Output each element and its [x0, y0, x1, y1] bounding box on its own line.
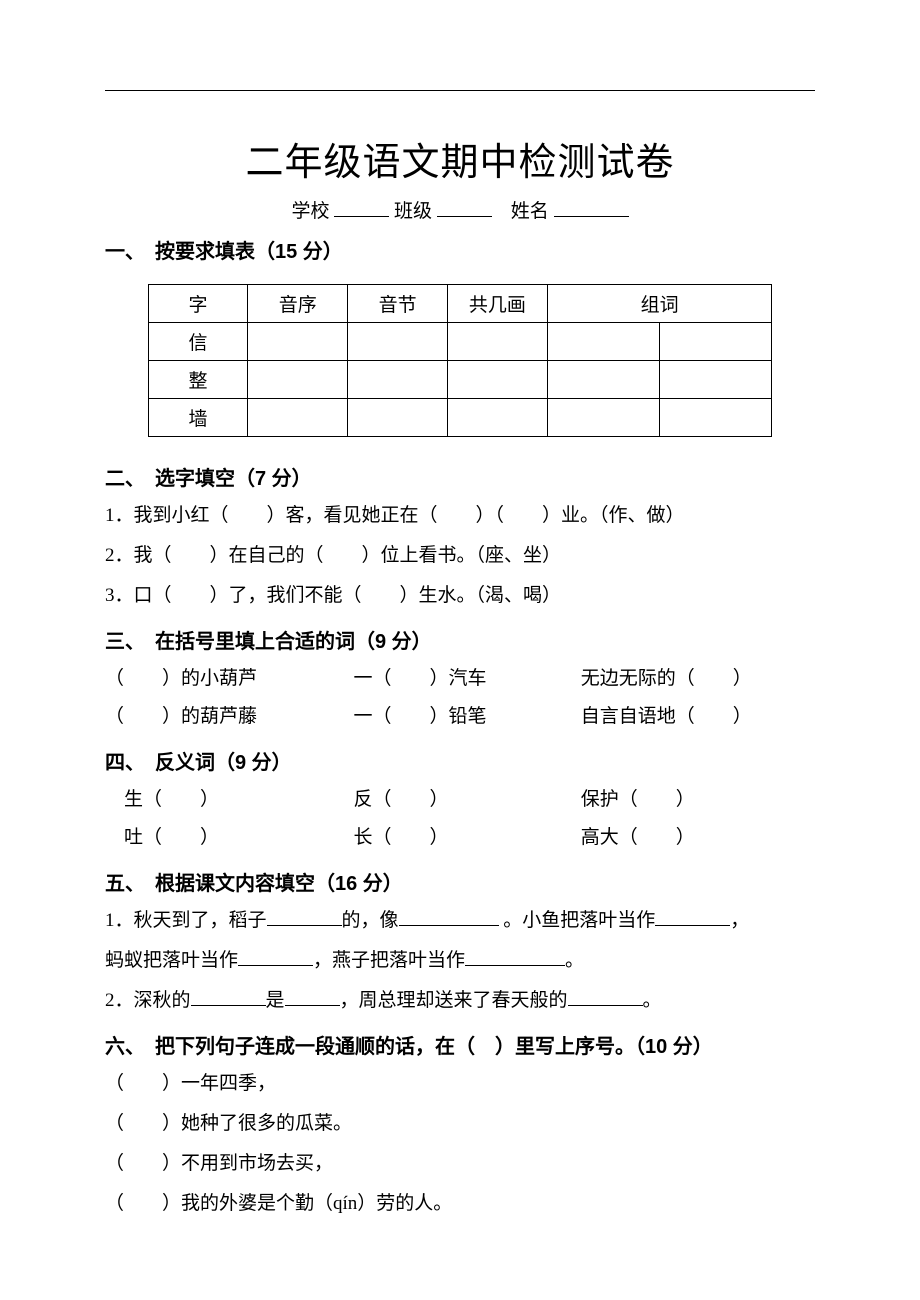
table-body: 信 整 墙: [148, 323, 772, 437]
blank-school[interactable]: [334, 198, 389, 217]
s4-cell: 生（ ）: [105, 781, 354, 819]
label-name: 姓名: [511, 201, 549, 222]
s3-cell: （ ）的小葫芦: [105, 660, 354, 698]
s4-cell: 保护（ ）: [581, 781, 815, 819]
cell-char: 信: [148, 323, 248, 361]
cell-blank[interactable]: [660, 323, 772, 361]
s3-cell: 一（ ）铅笔: [354, 698, 581, 736]
table-header-row: 字 音序 音节 共几画 组词: [148, 285, 772, 323]
section-6-heading: 六、把下列句子连成一段通顺的话，在（ ）里写上序号。（10 分）: [105, 1030, 815, 1059]
page-title: 二年级语文期中检测试卷: [105, 131, 815, 186]
cell-blank[interactable]: [348, 361, 448, 399]
s2-item-3: 3．口（ ）了，我们不能（ ）生水。（渴、喝）: [105, 577, 815, 615]
s4-cell: 吐（ ）: [105, 819, 354, 857]
cell-char: 墙: [148, 399, 248, 437]
table-row: 墙: [148, 399, 772, 437]
cell-blank[interactable]: [547, 361, 659, 399]
cell-blank[interactable]: [660, 361, 772, 399]
th-strokes: 共几画: [447, 285, 547, 323]
section-2-heading: 二、选字填空（7 分）: [105, 462, 815, 491]
cell-blank[interactable]: [547, 323, 659, 361]
fill-blank[interactable]: [655, 907, 730, 926]
s3-row-2: （ ）的葫芦藤 一（ ）铅笔 自言自语地（ ）: [105, 698, 815, 736]
s3-cell: 自言自语地（ ）: [581, 698, 815, 736]
s4-row-2: 吐（ ） 长（ ） 高大（ ）: [105, 819, 815, 857]
section-1-heading: 一、按要求填表（15 分）: [105, 235, 815, 264]
th-words: 组词: [547, 285, 772, 323]
cell-blank[interactable]: [447, 399, 547, 437]
fill-blank[interactable]: [465, 947, 565, 966]
fill-blank[interactable]: [568, 987, 643, 1006]
s4-cell: 长（ ）: [354, 819, 581, 857]
s6-item-2: （ ）她种了很多的瓜菜。: [105, 1105, 815, 1143]
label-school: 学校: [291, 201, 329, 222]
s5-line-1: 1．秋天到了，稻子的，像 。小鱼把落叶当作，: [105, 902, 815, 940]
th-yinxu: 音序: [248, 285, 348, 323]
s2-item-1: 1．我到小红（ ）客，看见她正在（ ）（ ）业。（作、做）: [105, 497, 815, 535]
table-row: 整: [148, 361, 772, 399]
cell-blank[interactable]: [447, 323, 547, 361]
s6-item-3: （ ）不用到市场去买，: [105, 1145, 815, 1183]
s4-row-1: 生（ ） 反（ ） 保护（ ）: [105, 781, 815, 819]
s3-cell: 无边无际的（ ）: [581, 660, 815, 698]
fill-blank[interactable]: [238, 947, 313, 966]
blank-name[interactable]: [554, 198, 629, 217]
th-yinjie: 音节: [348, 285, 448, 323]
cell-blank[interactable]: [248, 361, 348, 399]
s3-cell: （ ）的葫芦藤: [105, 698, 354, 736]
top-rule: [105, 90, 815, 91]
s3-row-1: （ ）的小葫芦 一（ ）汽车 无边无际的（ ）: [105, 660, 815, 698]
cell-blank[interactable]: [248, 399, 348, 437]
cell-blank[interactable]: [660, 399, 772, 437]
s6-item-4: （ ）我的外婆是个勤（qín）劳的人。: [105, 1185, 815, 1223]
label-class: 班级: [394, 201, 432, 222]
s5-line-3: 2．深秋的是，周总理却送来了春天般的。: [105, 982, 815, 1020]
char-table: 字 音序 音节 共几画 组词 信 整 墙: [148, 284, 773, 437]
subtitle-line: 学校 班级 姓名: [105, 196, 815, 223]
s4-cell: 高大（ ）: [581, 819, 815, 857]
section-4-heading: 四、反义词（9 分）: [105, 746, 815, 775]
table-row: 信: [148, 323, 772, 361]
blank-class[interactable]: [437, 198, 492, 217]
s2-item-2: 2．我（ ）在自己的（ ）位上看书。（座、坐）: [105, 537, 815, 575]
th-char: 字: [148, 285, 248, 323]
cell-blank[interactable]: [348, 399, 448, 437]
fill-blank[interactable]: [267, 907, 342, 926]
cell-blank[interactable]: [447, 361, 547, 399]
s3-cell: 一（ ）汽车: [354, 660, 581, 698]
section-5-heading: 五、根据课文内容填空（16 分）: [105, 867, 815, 896]
cell-blank[interactable]: [547, 399, 659, 437]
fill-blank[interactable]: [285, 987, 340, 1006]
cell-blank[interactable]: [248, 323, 348, 361]
cell-char: 整: [148, 361, 248, 399]
s4-cell: 反（ ）: [354, 781, 581, 819]
s5-line-2: 蚂蚁把落叶当作，燕子把落叶当作。: [105, 942, 815, 980]
fill-blank[interactable]: [399, 907, 499, 926]
fill-blank[interactable]: [191, 987, 266, 1006]
cell-blank[interactable]: [348, 323, 448, 361]
s6-item-1: （ ）一年四季，: [105, 1065, 815, 1103]
section-3-heading: 三、在括号里填上合适的词（9 分）: [105, 625, 815, 654]
